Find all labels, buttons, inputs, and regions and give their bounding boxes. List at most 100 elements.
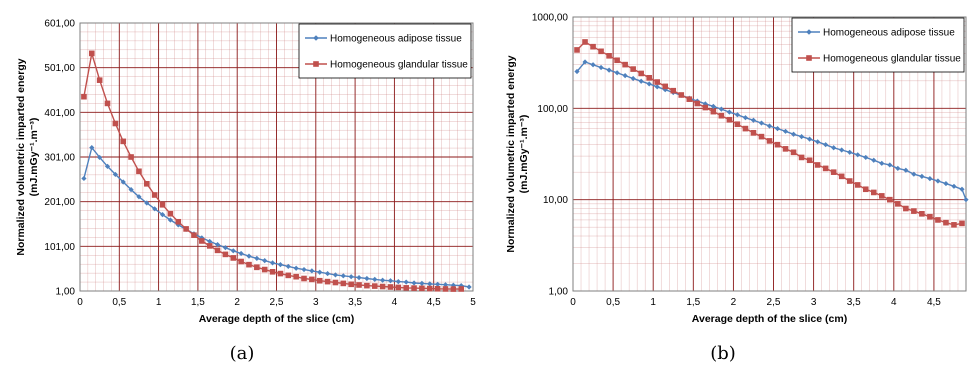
data-point-square	[726, 116, 733, 123]
data-point-diamond	[159, 212, 166, 218]
x-tick-label: 0	[77, 297, 83, 308]
data-point-square	[96, 77, 103, 83]
data-point-diamond	[598, 64, 604, 71]
legend-label: Homogeneous adipose tissue	[330, 34, 462, 45]
data-point-square	[582, 39, 588, 45]
x-tick-label: 5	[470, 297, 476, 308]
x-tick-label: 2	[234, 297, 240, 308]
data-point-square	[903, 205, 909, 212]
data-point-square	[316, 277, 323, 284]
data-point-diamond	[654, 84, 660, 90]
data-point-square	[806, 157, 813, 164]
data-point-diamond	[823, 142, 829, 148]
data-point-diamond	[734, 112, 741, 118]
data-point-diamond	[726, 109, 732, 115]
data-point-square	[935, 217, 941, 223]
data-point-square	[927, 213, 933, 220]
gridlines	[572, 16, 967, 292]
series-adipose	[574, 59, 969, 203]
legend-swatch-square	[806, 55, 812, 61]
data-point-diamond	[959, 186, 965, 192]
series-glandular	[81, 50, 465, 292]
data-point-square	[887, 196, 893, 203]
data-point-square	[822, 165, 829, 172]
x-tick-label: 0,5	[112, 297, 126, 308]
data-point-square	[324, 278, 331, 285]
legend-box	[791, 17, 965, 73]
data-point-diamond	[903, 167, 909, 173]
legend-label: Homogeneous glandular tissue	[823, 54, 961, 65]
data-point-diamond	[758, 120, 765, 126]
subfigure-label-a: (a)	[229, 343, 255, 364]
data-point-diamond	[89, 145, 95, 151]
data-point-square	[606, 52, 612, 59]
data-point-diamond	[128, 187, 134, 193]
data-point-diamond	[269, 260, 276, 266]
data-point-diamond	[855, 152, 861, 158]
data-point-square	[870, 189, 877, 196]
data-point-diamond	[104, 163, 111, 169]
data-point-square	[206, 243, 213, 249]
x-tick-label: 2	[731, 297, 737, 308]
data-point-diamond	[782, 128, 789, 134]
data-point-square	[450, 286, 457, 292]
data-point-diamond	[887, 162, 893, 168]
data-point-square	[951, 222, 957, 228]
data-point-diamond	[230, 248, 236, 254]
data-point-square	[878, 193, 885, 199]
legend-swatch-diamond	[806, 29, 812, 35]
data-point-diamond	[450, 282, 456, 288]
legend-box	[298, 23, 472, 79]
data-point-diamond	[395, 279, 401, 285]
data-point-square	[750, 129, 757, 136]
x-tick-label: 1	[650, 297, 656, 308]
data-point-square	[356, 282, 362, 288]
series-adipose	[81, 145, 472, 290]
data-point-square	[309, 276, 315, 283]
x-axis-title: Average depth of the slice (cm)	[692, 313, 847, 325]
data-point-square	[277, 270, 284, 277]
data-point-diamond	[285, 263, 291, 270]
data-point-square	[630, 66, 636, 72]
data-point-diamond	[798, 134, 805, 140]
chart-panel-b: 0 0,5 1 1,5 2 2,5 3 3,5 4 4,5 1,00 10,00 100,00 1000,…	[505, 13, 969, 325]
data-point-square	[862, 186, 869, 193]
y-tick-label: 1,00	[549, 287, 569, 298]
data-point-square	[758, 133, 765, 140]
data-point-square	[458, 286, 465, 292]
data-point-diamond	[81, 175, 87, 182]
data-point-diamond	[152, 206, 158, 212]
data-point-diamond	[963, 197, 969, 203]
data-point-diamond	[807, 136, 813, 142]
x-tick-label: 2,5	[270, 297, 284, 308]
data-point-square	[782, 146, 789, 152]
data-point-diamond	[574, 68, 580, 75]
x-tick-label: 3,5	[348, 297, 362, 308]
data-point-square	[766, 138, 773, 144]
data-point-square	[678, 92, 685, 98]
x-tick-label: 1	[156, 297, 162, 308]
data-point-square	[364, 282, 370, 289]
y-tick-label: 401,00	[44, 108, 75, 119]
series-glandular	[574, 39, 965, 228]
data-point-diamond	[214, 241, 221, 248]
data-point-diamond	[638, 78, 644, 84]
data-point-diamond	[702, 101, 708, 107]
data-point-square	[598, 48, 604, 55]
legend-label: Homogeneous adipose tissue	[823, 28, 955, 39]
data-point-square	[136, 168, 142, 175]
y-tick-label: 100,00	[537, 104, 568, 115]
data-point-diamond	[943, 180, 949, 187]
data-point-diamond	[766, 123, 773, 129]
data-point-diamond	[742, 115, 749, 121]
data-point-square	[379, 283, 386, 290]
data-point-diamond	[419, 280, 425, 287]
data-point-square	[403, 285, 409, 291]
data-point-square	[151, 192, 158, 198]
data-point-square	[646, 74, 652, 81]
data-point-diamond	[207, 238, 213, 245]
data-point-diamond	[317, 269, 323, 275]
data-point-diamond	[750, 117, 757, 123]
data-point-diamond	[606, 67, 612, 73]
data-point-square	[442, 286, 449, 292]
